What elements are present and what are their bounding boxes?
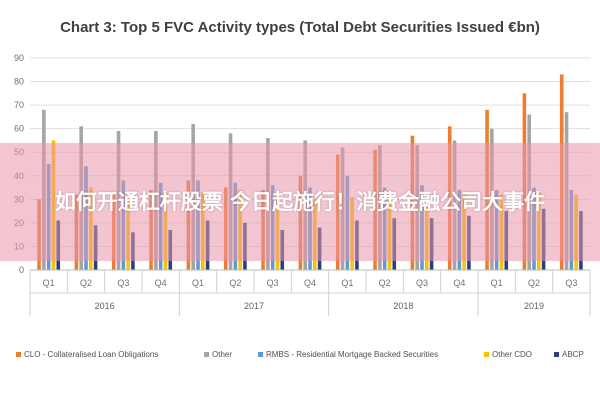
x-tick-label: Q1 <box>341 278 353 288</box>
legend-item: Other CDO <box>484 350 532 359</box>
legend-swatch <box>258 352 263 357</box>
x-tick-label: Q2 <box>229 278 241 288</box>
y-tick-label: 90 <box>14 53 24 63</box>
legend-label: Other <box>212 350 232 359</box>
chart-title: Chart 3: Top 5 FVC Activity types (Total… <box>60 19 540 36</box>
year-label: 2017 <box>244 301 264 311</box>
x-tick-label: Q3 <box>565 278 577 288</box>
legend-item: RMBS - Residential Mortgage Backed Secur… <box>258 350 438 359</box>
x-tick-label: Q3 <box>416 278 428 288</box>
legend-label: RMBS - Residential Mortgage Backed Secur… <box>266 350 438 359</box>
overlay-banner: 如何开通杠杆股票 今日起施行！消费金融公司大事件 <box>0 143 600 261</box>
legend-swatch <box>554 352 559 357</box>
x-tick-label: Q2 <box>379 278 391 288</box>
x-tick-label: Q4 <box>453 278 465 288</box>
x-tick-label: Q1 <box>192 278 204 288</box>
y-tick-label: 60 <box>14 124 24 134</box>
x-tick-label: Q4 <box>304 278 316 288</box>
x-tick-label: Q2 <box>80 278 92 288</box>
legend-swatch <box>484 352 489 357</box>
year-label: 2018 <box>393 301 413 311</box>
legend-label: CLO - Collateralised Loan Obligations <box>24 350 158 359</box>
x-tick-label: Q2 <box>528 278 540 288</box>
x-axis: Q1 Q2 Q3 Q4 Q1 Q2 Q3 Q4 Q1 Q2 Q3 Q4 Q1 Q2 Q3 2016 2017 20… <box>29 269 591 316</box>
x-tick-label: Q1 <box>43 278 55 288</box>
year-label: 2016 <box>95 301 115 311</box>
year-label: 2019 <box>524 301 544 311</box>
legend-item: Other <box>204 350 232 359</box>
x-tick-label: Q3 <box>267 278 279 288</box>
legend-swatch <box>16 352 21 357</box>
x-tick-label: Q3 <box>117 278 129 288</box>
y-tick-label: 0 <box>19 265 24 275</box>
x-tick-label: Q1 <box>491 278 503 288</box>
y-tick-label: 80 <box>14 77 24 87</box>
y-tick-label: 70 <box>14 100 24 110</box>
legend: CLO - Collateralised Loan Obligations Oth… <box>16 350 584 359</box>
overlay-text: 如何开通杠杆股票 今日起施行！消费金融公司大事件 <box>54 190 546 214</box>
legend-item: CLO - Collateralised Loan Obligations <box>16 350 158 359</box>
x-tick-label: Q4 <box>155 278 167 288</box>
legend-label: ABCP <box>562 350 584 359</box>
legend-item: ABCP <box>554 350 584 359</box>
legend-swatch <box>204 352 209 357</box>
legend-label: Other CDO <box>492 350 532 359</box>
